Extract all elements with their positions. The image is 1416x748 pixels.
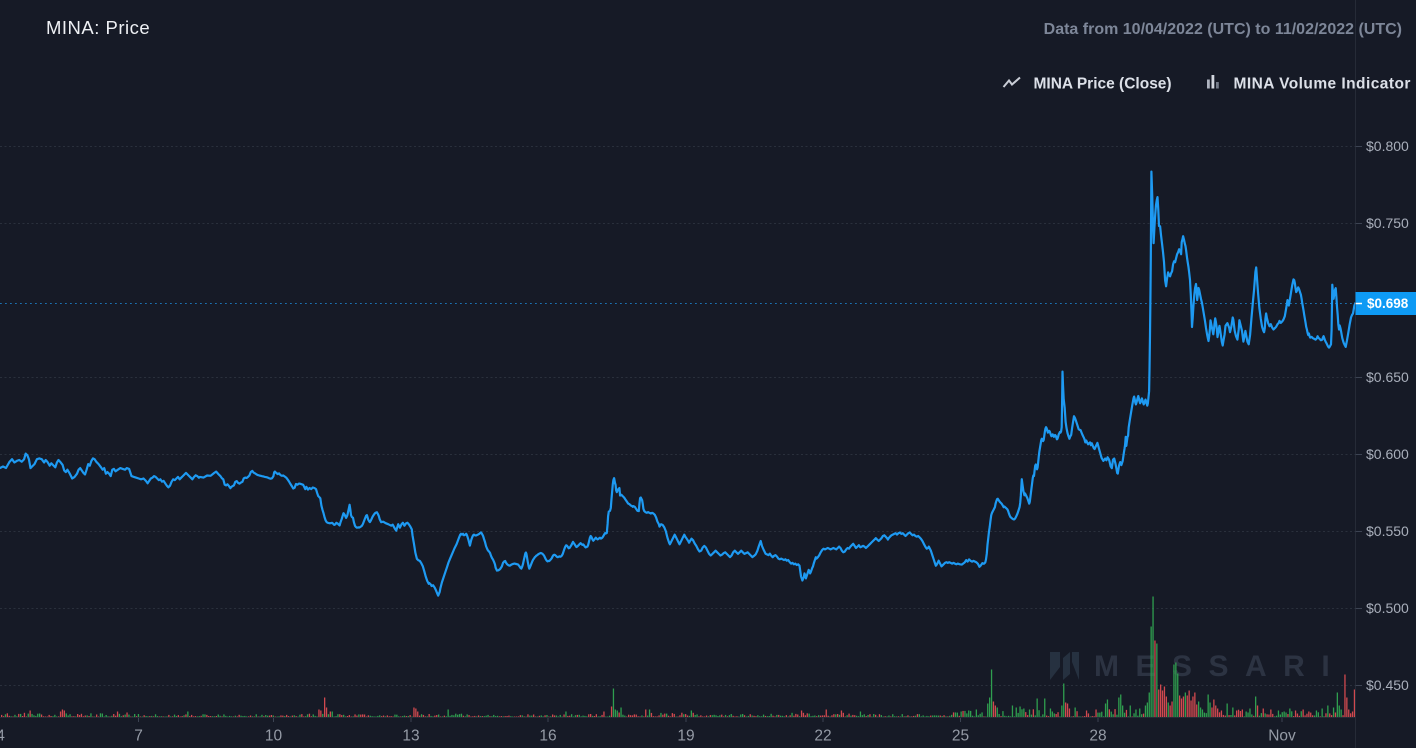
svg-text:10: 10 [265, 728, 283, 745]
svg-text:Data from 10/04/2022 (UTC) to: Data from 10/04/2022 (UTC) to 11/02/2022… [1044, 21, 1402, 38]
svg-text:$0.550: $0.550 [1366, 523, 1409, 539]
svg-text:19: 19 [677, 728, 694, 745]
svg-text:$0.450: $0.450 [1366, 677, 1409, 693]
svg-text:25: 25 [952, 728, 969, 745]
svg-text:$0.800: $0.800 [1366, 138, 1409, 154]
svg-text:Nov: Nov [1268, 728, 1296, 745]
svg-text:MINA Volume Indicator: MINA Volume Indicator [1234, 76, 1411, 93]
svg-text:$0.600: $0.600 [1366, 446, 1409, 462]
svg-text:13: 13 [402, 728, 419, 745]
svg-text:4: 4 [0, 728, 5, 745]
svg-text:$0.500: $0.500 [1366, 600, 1409, 616]
svg-text:$0.650: $0.650 [1366, 369, 1409, 385]
svg-text:MESSARI: MESSARI [1094, 650, 1346, 683]
svg-text:7: 7 [134, 728, 143, 745]
svg-text:28: 28 [1089, 728, 1106, 745]
svg-text:$0.750: $0.750 [1366, 215, 1409, 231]
svg-text:22: 22 [814, 728, 831, 745]
svg-text:16: 16 [539, 728, 556, 745]
svg-text:MINA Price (Close): MINA Price (Close) [1034, 76, 1172, 93]
svg-text:$0.698: $0.698 [1367, 296, 1409, 311]
svg-text:MINA: Price: MINA: Price [46, 17, 150, 38]
